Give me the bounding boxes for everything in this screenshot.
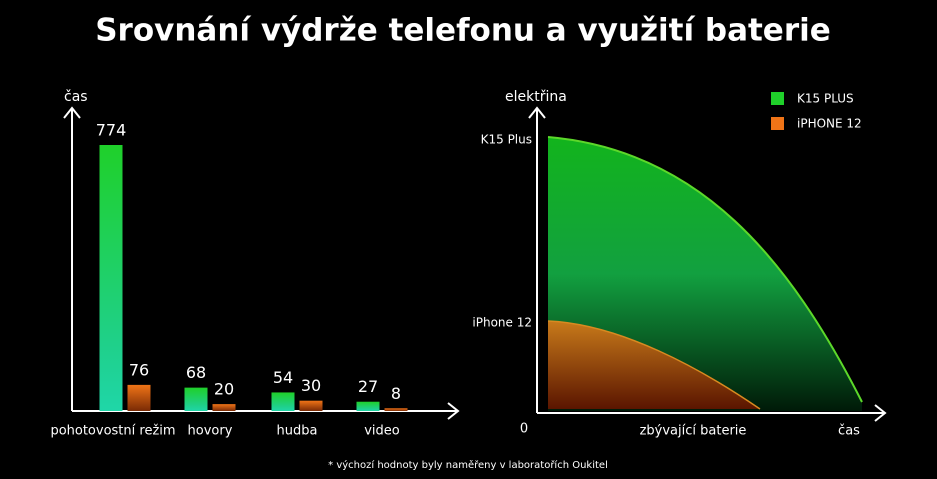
value-label: 20 bbox=[214, 380, 234, 399]
value-label: 68 bbox=[186, 363, 206, 382]
bar bbox=[356, 401, 380, 411]
bar bbox=[184, 387, 208, 411]
bar bbox=[384, 408, 408, 411]
legend-swatch bbox=[771, 92, 784, 105]
bar bbox=[271, 392, 295, 411]
x-axis-label: zbývající baterie bbox=[640, 424, 747, 439]
x-tick-label: hovory bbox=[188, 424, 233, 439]
y-axis-label: elektřina bbox=[505, 89, 567, 105]
footnote: * výchozí hodnoty byly naměřeny v labora… bbox=[328, 459, 608, 471]
marker-label: K15 Plus bbox=[481, 133, 532, 147]
bar bbox=[299, 400, 323, 411]
title: Srovnání výdrže telefonu a využití bater… bbox=[95, 13, 831, 49]
bar bbox=[212, 404, 236, 411]
legend-label: K15 PLUS bbox=[797, 92, 854, 106]
value-label: 30 bbox=[301, 376, 321, 395]
value-label: 54 bbox=[273, 368, 293, 387]
x-tick-label: pohotovostní režim bbox=[50, 424, 175, 439]
iphone-line bbox=[547, 320, 761, 410]
bar bbox=[99, 145, 123, 411]
bar bbox=[127, 384, 151, 411]
legend-swatch bbox=[771, 117, 784, 130]
iphone-area bbox=[548, 321, 760, 409]
marker-label: iPhone 12 bbox=[472, 316, 532, 330]
origin-label: 0 bbox=[520, 422, 528, 437]
value-label: 774 bbox=[96, 121, 127, 140]
x-axis-label: čas bbox=[838, 424, 860, 439]
value-label: 76 bbox=[129, 360, 149, 379]
area-axes bbox=[528, 106, 887, 422]
k15-line bbox=[547, 136, 863, 403]
value-label: 27 bbox=[358, 377, 378, 396]
x-tick-label: hudba bbox=[277, 424, 318, 439]
value-label: 8 bbox=[391, 384, 401, 403]
bar-axes bbox=[63, 106, 460, 420]
y-axis-label: čas bbox=[64, 89, 88, 105]
legend-label: iPHONE 12 bbox=[797, 117, 862, 131]
x-tick-label: video bbox=[364, 424, 400, 439]
